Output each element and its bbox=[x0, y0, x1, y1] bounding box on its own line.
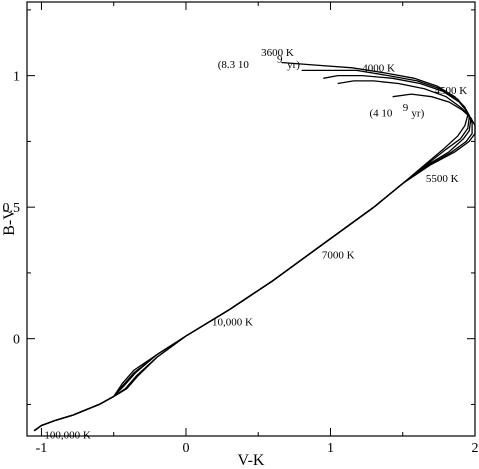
x-axis-title: V-K bbox=[238, 452, 265, 469]
annotation-12: 10,000 K bbox=[212, 317, 253, 329]
series-line-2 bbox=[33, 69, 470, 432]
annotation-5: 4000 K bbox=[362, 63, 395, 75]
x-tick-label: -1 bbox=[36, 441, 48, 456]
annotation-9: yr) bbox=[411, 107, 424, 119]
y-tick-label: 0 bbox=[13, 333, 20, 348]
annotation-1: 3600 K bbox=[261, 47, 294, 59]
annotation-4: yr) bbox=[287, 59, 300, 71]
annotation-11: 7000 K bbox=[322, 249, 355, 261]
annotation-7: (4 10 bbox=[370, 107, 393, 119]
y-tick-label: 1 bbox=[13, 70, 20, 85]
tick-labels: -1 0 1 2 0 0.5 1 bbox=[3, 70, 479, 456]
annotation-10: 5500 K bbox=[426, 173, 459, 185]
y-axis-title: B-V bbox=[1, 208, 18, 236]
y-tick-label: 0.5 bbox=[3, 201, 21, 216]
annotation-8: 9 bbox=[403, 102, 409, 114]
series-line-4 bbox=[33, 80, 473, 432]
x-tick-label: 1 bbox=[327, 441, 334, 456]
annotation-13: 100,000 K bbox=[44, 430, 91, 442]
series-line-3 bbox=[33, 74, 472, 432]
series-line-5 bbox=[33, 93, 476, 432]
ticks bbox=[27, 2, 476, 436]
x-tick-label: 2 bbox=[472, 441, 479, 456]
x-tick-label: 0 bbox=[182, 441, 189, 456]
annotation-2: (8.3 10 bbox=[218, 59, 250, 71]
series-line-1 bbox=[33, 61, 469, 432]
plot-frame bbox=[26, 1, 476, 437]
annotation-3: 9 bbox=[277, 53, 283, 65]
annotation-6: 4500 K bbox=[435, 85, 468, 97]
curves bbox=[33, 61, 476, 432]
